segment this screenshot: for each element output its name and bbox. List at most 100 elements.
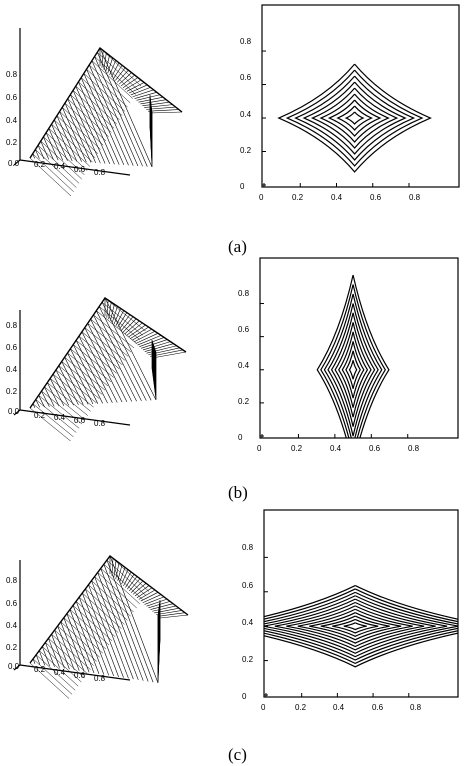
mesh-line-b-x17 [78,335,120,370]
mesh-line-c-l23 [100,568,144,681]
mesh-line-c-x2 [35,654,76,691]
mesh-line-a-r4 [107,57,113,74]
mesh-line-a-x15 [70,94,112,133]
mesh-line-a-r2 [103,52,107,70]
mesh-line-b-x13 [67,352,109,387]
mesh-line-c-l19 [88,584,124,678]
contour-line-c-12 [264,585,458,668]
mesh-line-c-x25 [106,559,147,596]
mesh-line-c-r22 [152,605,177,612]
mesh-line-a-x8 [51,123,93,163]
mesh-line-a-l21 [86,69,129,166]
mesh-outline-b [29,297,187,409]
contour-a-ytick-2: 0.4 [240,110,252,119]
contour-line-a-2 [336,105,373,131]
mesh-line-a-x16 [72,90,115,129]
contour-c-xtick-2: 0.4 [333,703,345,712]
surface-a-xtick-4: 0.8 [94,168,106,177]
caption-a: (a) [228,237,247,256]
mesh-line-b-x4 [41,390,83,425]
mesh-line-c-x21 [94,576,134,613]
mesh-line-c-r3 [115,562,120,580]
surface-a-tick-4: 0.2 [6,138,18,147]
mesh-line-c-r13 [134,585,150,597]
surface-b-xtick-2: 0.4 [54,413,66,422]
mesh-line-b-r20 [141,339,168,349]
mesh-outline-a [29,46,183,159]
mesh-line-a-l17 [75,85,111,165]
mesh-line-a-r14 [126,82,145,92]
mesh-line-b-x5 [44,386,86,421]
mesh-line-b-r23 [146,345,177,354]
mesh-line-a-r13 [124,79,142,90]
surface-b-tick-3: 0.4 [6,365,18,374]
contour-b-ytick-0: 0 [238,433,243,442]
mesh-line-b-x7 [50,378,91,412]
mesh-line-a-x23 [91,60,134,99]
contour-line-b-9 [320,284,387,438]
contour-plot-b: 0 0.2 0.4 0.6 0.8 0 0.2 0.4 0.6 0.8 [238,257,459,453]
contour-b-xtick-0: 0 [257,444,262,453]
surface-mesh-c [29,555,189,699]
mesh-line-c-l15 [75,601,105,675]
contour-line-c-5 [297,608,413,644]
contour-c-ytick-1: 0.2 [242,655,254,664]
mesh-line-a-x2 [35,149,77,188]
mesh-line-a-x12 [62,107,104,146]
surface-c-tick-4: 0.2 [6,643,18,652]
mesh-line-b-l26 [104,297,157,401]
mesh-line-b-r11 [124,320,140,334]
mesh-line-b-l11 [61,361,84,405]
mesh-line-a-r22 [142,101,170,107]
mesh-line-b-x14 [70,348,112,382]
mesh-line-c-l11 [63,617,85,672]
contour-b-ytick-2: 0.4 [238,361,250,370]
mesh-line-c-l20 [91,580,129,679]
mesh-line-c-r15 [138,589,156,600]
surface-a-xtick-3: 0.6 [74,165,86,174]
mesh-line-c-x5 [45,642,85,679]
contour-c-xtick-1: 0.2 [295,703,307,712]
contour-line-a-1 [344,111,365,125]
contour-b-ytick-4: 0.8 [238,289,250,298]
mesh-line-a-r15 [128,84,148,94]
mesh-line-b-l22 [93,314,137,402]
mesh-line-a-x3 [37,145,80,184]
mesh-line-a-l16 [72,90,106,164]
mesh-line-a-l13 [64,102,92,163]
mesh-line-a-x17 [75,85,117,125]
mesh-line-c-x13 [69,609,110,646]
mesh-line-c-r14 [136,587,153,598]
mesh-line-a-x0 [29,157,72,197]
contour-b-xtick-1: 0.2 [291,444,303,453]
caption-c: (c) [228,745,247,764]
contour-line-c-10 [264,591,458,661]
mesh-line-c-l4 [42,646,50,667]
mesh-line-b-r17 [135,333,159,344]
mesh-line-b-l5 [44,386,55,407]
surface-c-origin: 0.0 [8,662,20,671]
mesh-line-c-x0 [29,662,70,699]
mesh-line-c-x15 [75,601,116,637]
mesh-line-a-l11 [59,111,82,162]
mesh-line-c-r21 [150,603,174,610]
mesh-line-a-r5 [109,60,117,76]
surface-a-xtick-1: 0.2 [34,160,46,169]
mesh-line-b-l14 [70,348,99,404]
mesh-line-a-l24 [94,56,143,167]
surface-b-xtick-3: 0.6 [74,416,86,425]
mesh-line-c-r24 [156,610,183,615]
mesh-line-c-x23 [100,568,140,605]
contour-line-b-4 [338,331,369,408]
contour-line-c-4 [309,612,402,641]
mesh-line-a-l6 [45,132,59,161]
mesh-line-b-x2 [35,399,77,433]
panel-a: 0.8 0.6 0.4 0.2 0.0 0.2 0.4 0.6 0.8 0 0.… [6,4,460,256]
mesh-line-c-x17 [82,592,122,629]
surface-mesh-a [29,46,183,197]
contour-lines-b [316,274,390,438]
mesh-line-a-l22 [88,64,134,166]
mesh-line-b-r12 [126,322,143,336]
mesh-line-b-l9 [55,369,74,406]
